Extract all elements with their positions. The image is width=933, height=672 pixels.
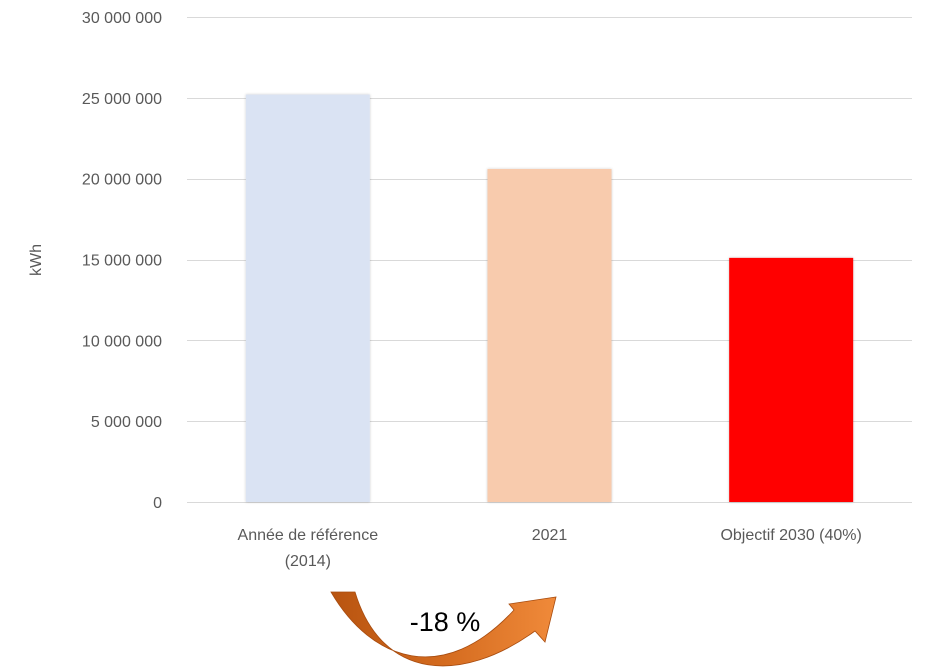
- x-tick-label: Objectif 2030 (40%): [720, 527, 861, 544]
- bars: [245, 94, 854, 502]
- change-percentage-label: -18 %: [410, 607, 481, 637]
- y-tick-label: 20 000 000: [82, 172, 162, 189]
- y-axis-tick-labels: 0 5 000 000 10 000 000 15 000 000 20 000 000…: [82, 10, 162, 512]
- y-tick-label: 30 000 000: [82, 10, 162, 27]
- x-axis-tick-labels: Année de référence (2014) 2021 Objectif 203…: [238, 527, 862, 570]
- curved-arrow-icon: [330, 591, 557, 667]
- y-tick-label: 15 000 000: [82, 253, 162, 270]
- x-tick-label: Année de référence: [238, 527, 379, 544]
- bar: [245, 94, 370, 502]
- change-annotation: -18 %: [330, 591, 557, 667]
- y-tick-label: 25 000 000: [82, 91, 162, 108]
- bar: [487, 168, 612, 502]
- y-tick-label: 0: [153, 495, 162, 512]
- y-axis-label: kWh: [28, 244, 45, 276]
- bar: [729, 257, 854, 502]
- x-tick-label: 2021: [532, 527, 568, 544]
- y-tick-label: 10 000 000: [82, 333, 162, 350]
- x-tick-label: (2014): [285, 553, 331, 570]
- y-tick-label: 5 000 000: [91, 414, 162, 431]
